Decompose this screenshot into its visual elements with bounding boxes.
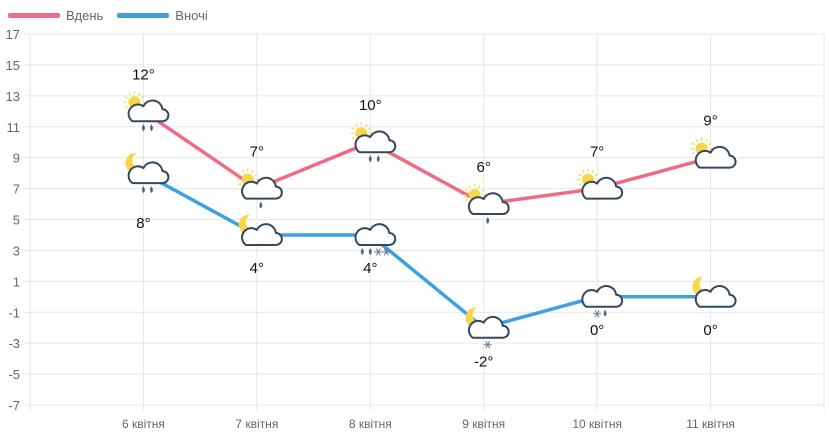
moon-icon bbox=[692, 276, 712, 297]
raindrop-icon bbox=[486, 217, 490, 225]
raindrop-icon bbox=[141, 124, 145, 132]
x-tick-label: 9 квітня bbox=[462, 417, 505, 431]
data-label: 8° bbox=[136, 215, 150, 232]
y-tick-label: 15 bbox=[6, 58, 20, 73]
data-label: 4° bbox=[250, 260, 264, 277]
cloud-icon bbox=[354, 130, 397, 154]
legend-swatch bbox=[8, 13, 60, 18]
cloud-icon bbox=[354, 223, 397, 246]
x-tick-label: 11 квітня bbox=[686, 417, 735, 431]
raindrop-icon bbox=[149, 186, 153, 194]
cloud-icon bbox=[127, 161, 170, 185]
data-label: 4° bbox=[363, 260, 377, 277]
moon-cloud-snow-icon bbox=[465, 307, 510, 349]
legend-label: Вночі bbox=[175, 8, 208, 23]
raindrop-icon bbox=[149, 124, 153, 132]
cloud-icon bbox=[241, 223, 283, 246]
cloud-rain-snow-icon bbox=[354, 223, 397, 256]
raindrop-icon bbox=[368, 155, 372, 163]
y-tick-label: 5 bbox=[13, 213, 20, 228]
y-tick-label: -1 bbox=[8, 305, 20, 320]
legend-item-night[interactable]: Вночі bbox=[117, 8, 208, 23]
data-label: 6° bbox=[477, 159, 491, 176]
legend-item-day[interactable]: Вдень bbox=[8, 8, 103, 23]
legend-label: Вдень bbox=[66, 8, 104, 23]
moon-icon bbox=[238, 214, 258, 235]
moon-cloud-rain-icon bbox=[125, 153, 170, 194]
moon-cloud-icon bbox=[692, 276, 737, 308]
y-tick-label: 3 bbox=[13, 243, 20, 258]
sun-cloud-rain-icon bbox=[123, 91, 170, 132]
data-label: 7° bbox=[590, 144, 604, 161]
cloud-icon bbox=[467, 192, 510, 216]
y-tick-label: 1 bbox=[13, 274, 20, 289]
cloud-icon bbox=[581, 285, 624, 308]
cloud-icon bbox=[694, 285, 737, 308]
y-tick-label: 11 bbox=[7, 120, 21, 135]
x-tick-label: 6 квітня bbox=[122, 417, 165, 431]
cloud-icon bbox=[581, 176, 624, 200]
data-label: 9° bbox=[703, 113, 717, 130]
data-label: 12° bbox=[132, 66, 155, 83]
y-tick-label: 13 bbox=[6, 89, 20, 104]
moon-icon bbox=[465, 307, 485, 328]
sun-cloud-icon bbox=[690, 137, 737, 169]
raindrop-icon bbox=[259, 201, 263, 209]
moon-icon bbox=[125, 153, 145, 174]
snowflake-icon bbox=[374, 248, 383, 256]
sun-cloud-drop-icon bbox=[236, 168, 283, 209]
x-tick-label: 10 квітня bbox=[572, 417, 622, 431]
legend: Вдень Вночі bbox=[8, 8, 208, 23]
sun-cloud-rain-icon bbox=[350, 122, 397, 163]
snowflake-icon bbox=[593, 310, 602, 318]
y-tick-label: -7 bbox=[8, 398, 20, 413]
raindrop-icon bbox=[368, 247, 372, 255]
cloud-icon bbox=[127, 99, 170, 123]
x-tick-label: 8 квітня bbox=[349, 417, 392, 431]
y-tick-label: -5 bbox=[8, 367, 20, 382]
raindrop-icon bbox=[360, 247, 364, 255]
data-label: 0° bbox=[703, 322, 717, 339]
data-label: 7° bbox=[250, 144, 264, 161]
sun-cloud-icon bbox=[577, 168, 624, 200]
y-tick-label: 7 bbox=[13, 182, 20, 197]
cloud-icon bbox=[241, 176, 283, 200]
snowflake-icon bbox=[382, 248, 391, 256]
y-tick-label: 9 bbox=[13, 151, 20, 166]
x-tick-label: 7 квітня bbox=[235, 417, 278, 431]
cloud-snow-drop-icon bbox=[581, 285, 624, 318]
raindrop-icon bbox=[376, 155, 380, 163]
raindrop-icon bbox=[603, 309, 607, 317]
data-label: -2° bbox=[474, 354, 493, 371]
sun-cloud-drop-icon bbox=[463, 184, 510, 225]
snowflake-icon bbox=[483, 340, 492, 349]
cloud-icon bbox=[467, 315, 510, 339]
y-tick-label: 17 bbox=[6, 27, 20, 42]
data-label: 10° bbox=[359, 97, 382, 114]
data-label: 0° bbox=[590, 322, 604, 339]
y-tick-label: -3 bbox=[8, 336, 20, 351]
moon-cloud-icon bbox=[238, 214, 283, 246]
legend-swatch bbox=[117, 13, 170, 18]
raindrop-icon bbox=[141, 186, 145, 194]
cloud-icon bbox=[694, 145, 737, 169]
